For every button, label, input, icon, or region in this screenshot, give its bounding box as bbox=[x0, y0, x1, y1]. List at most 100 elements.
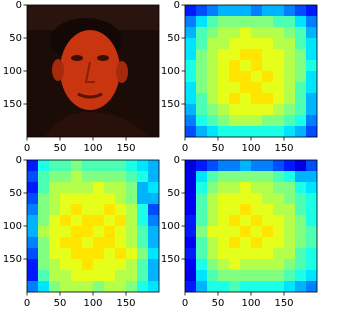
heatmap-cell bbox=[251, 270, 263, 282]
heatmap-cell bbox=[137, 226, 149, 238]
heatmap-cell bbox=[185, 215, 197, 227]
heatmap-cell bbox=[126, 204, 138, 216]
heatmap-cell bbox=[273, 38, 285, 50]
heatmap-cell bbox=[251, 237, 263, 249]
heatmap-cell bbox=[148, 281, 160, 293]
heatmap-cell bbox=[60, 193, 72, 205]
heatmap-cell bbox=[229, 226, 241, 238]
heatmap-cell bbox=[196, 82, 208, 94]
heatmap-cell bbox=[240, 82, 252, 94]
heatmap-cell bbox=[196, 259, 208, 271]
heatmap-cell bbox=[82, 226, 94, 238]
heatmap-cell bbox=[185, 204, 197, 216]
y-tick-label: 150 bbox=[161, 99, 180, 110]
heatmap-cell bbox=[126, 182, 138, 194]
heatmap-cell bbox=[60, 204, 72, 216]
heatmap-cell bbox=[251, 259, 263, 271]
heatmap-cell bbox=[251, 171, 263, 183]
heatmap-cell bbox=[273, 226, 285, 238]
heatmap-cell bbox=[284, 281, 296, 293]
heatmap-cell bbox=[262, 182, 274, 194]
heatmap-cell bbox=[104, 248, 116, 260]
heatmap-cell bbox=[185, 49, 197, 61]
heatmap-cell bbox=[295, 204, 307, 216]
heatmap-cell bbox=[27, 270, 39, 282]
heatmap-cell bbox=[60, 237, 72, 249]
y-tick-label: 150 bbox=[3, 99, 22, 110]
heatmap-cell bbox=[207, 16, 219, 28]
heatmap-cell bbox=[229, 5, 241, 17]
heatmap-cell bbox=[218, 5, 230, 17]
heatmap-cell bbox=[126, 237, 138, 249]
heatmap-cell bbox=[207, 115, 219, 127]
heatmap-cell bbox=[148, 182, 160, 194]
heatmap-cell bbox=[185, 71, 197, 83]
heatmap-cell bbox=[262, 71, 274, 83]
heatmap-cell bbox=[273, 60, 285, 72]
heatmap-cell bbox=[49, 193, 61, 205]
heatmap-cell bbox=[262, 27, 274, 39]
heatmap-cell bbox=[82, 248, 94, 260]
heatmap-cell bbox=[185, 27, 197, 39]
heatmap-cell bbox=[207, 226, 219, 238]
heatmap-cell bbox=[104, 237, 116, 249]
heatmap-cell bbox=[306, 49, 318, 61]
heatmap-cell bbox=[251, 93, 263, 105]
heatmap-cell bbox=[295, 93, 307, 105]
heatmap-cell bbox=[185, 60, 197, 72]
heatmap-cell bbox=[196, 171, 208, 183]
heatmap-cell bbox=[240, 5, 252, 17]
heatmap-cell bbox=[284, 5, 296, 17]
heatmap-cell bbox=[71, 226, 83, 238]
heatmap-cell bbox=[229, 160, 241, 172]
heatmap-cell bbox=[185, 82, 197, 94]
heatmap-cell bbox=[251, 248, 263, 260]
face-photo bbox=[27, 5, 159, 137]
heatmap-cell bbox=[196, 281, 208, 293]
heatmap-cell bbox=[240, 270, 252, 282]
x-tick-label: 0 bbox=[24, 143, 30, 154]
heatmap-cell bbox=[196, 16, 208, 28]
heatmap-cell bbox=[262, 104, 274, 116]
heatmap-cell bbox=[229, 237, 241, 249]
heatmap-cell bbox=[196, 160, 208, 172]
heatmap-cell bbox=[284, 171, 296, 183]
heatmap-cell bbox=[27, 193, 39, 205]
y-tick-label: 50 bbox=[167, 188, 180, 199]
heatmap-cell bbox=[207, 5, 219, 17]
heatmap-cell bbox=[218, 215, 230, 227]
heatmap-cell bbox=[284, 193, 296, 205]
heatmap-cell bbox=[295, 16, 307, 28]
heatmap-cell bbox=[185, 259, 197, 271]
y-tick-label: 100 bbox=[161, 221, 180, 232]
heatmap-cell bbox=[262, 248, 274, 260]
heatmap-cell bbox=[218, 126, 230, 138]
heatmap-cell bbox=[284, 60, 296, 72]
heatmap-cell bbox=[60, 270, 72, 282]
heatmap-cell bbox=[104, 204, 116, 216]
heatmap-cell bbox=[284, 248, 296, 260]
heatmap-cell bbox=[207, 215, 219, 227]
heatmap-cell bbox=[240, 248, 252, 260]
heatmap-cell bbox=[273, 270, 285, 282]
heatmap-cell bbox=[126, 281, 138, 293]
heatmap-cell bbox=[82, 259, 94, 271]
heatmap-cell bbox=[82, 204, 94, 216]
heatmap-cell bbox=[273, 215, 285, 227]
heatmap-cell bbox=[240, 71, 252, 83]
heatmap-cell bbox=[196, 49, 208, 61]
heatmap-cell bbox=[240, 281, 252, 293]
heatmap-cell bbox=[207, 160, 219, 172]
y-tick-label: 150 bbox=[3, 254, 22, 265]
heatmap-cell bbox=[251, 27, 263, 39]
x-tick-label: 100 bbox=[83, 143, 102, 154]
heatmap-cell bbox=[240, 27, 252, 39]
heatmap-cell bbox=[273, 49, 285, 61]
heatmap-cell bbox=[93, 270, 105, 282]
heatmap-cell bbox=[137, 248, 149, 260]
heatmap-cell bbox=[284, 16, 296, 28]
heatmap-cell bbox=[262, 215, 274, 227]
heatmap-cell bbox=[240, 16, 252, 28]
y-tick-label: 0 bbox=[174, 0, 180, 11]
